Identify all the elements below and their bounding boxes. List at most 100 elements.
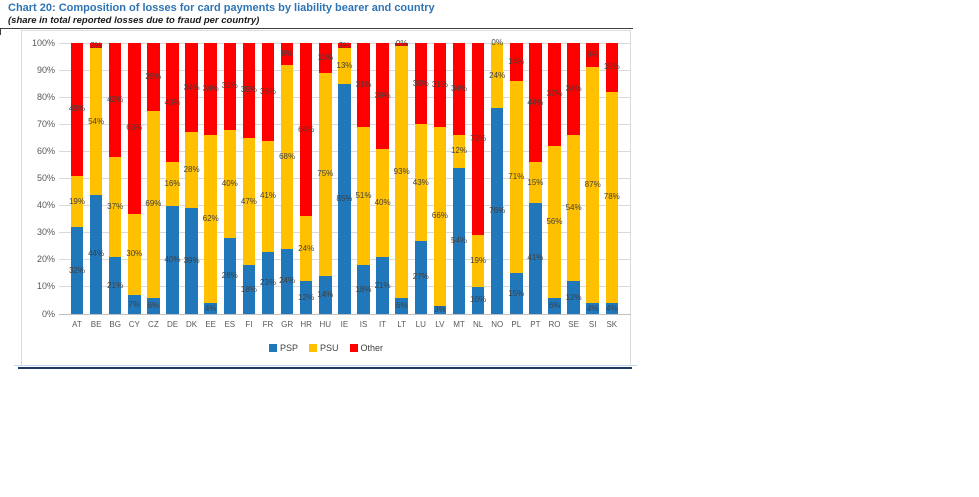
bar-segment-psu	[242, 137, 256, 266]
bar-segment-psp	[128, 295, 141, 314]
x-tick-label: FR	[262, 320, 274, 329]
bar-segment-psp	[319, 276, 332, 314]
bar-segment-other	[338, 43, 351, 49]
bar-segment-other	[319, 43, 332, 73]
y-tick-label: 10%	[36, 281, 55, 292]
bar-segment-psp	[166, 205, 179, 314]
bar-segment-other	[433, 43, 447, 128]
x-tick-label: DE	[166, 320, 179, 329]
bar-segment-other	[471, 43, 485, 236]
x-tick-label: SE	[568, 320, 579, 329]
bar-segment-psu	[414, 124, 428, 241]
chart-title: Chart 20: Composition of losses for card…	[8, 2, 435, 14]
bar-segment-psp	[490, 108, 504, 314]
x-tick-label: IS	[359, 320, 368, 329]
x-tick-label: NO	[491, 320, 504, 329]
bar-segment-psp	[376, 257, 389, 314]
x-tick-label: CY	[128, 320, 140, 329]
bar-segment-psp	[299, 281, 313, 314]
bar-segment-psu	[319, 72, 332, 277]
bar-segment-psp	[414, 240, 428, 314]
bar-segment-psu	[548, 146, 561, 298]
bar-segment-other	[548, 43, 561, 146]
psu-legend-swatch	[308, 344, 317, 352]
x-tick-label: DK	[186, 320, 198, 329]
bar-segment-psp	[70, 227, 84, 314]
bar-segment-psu	[357, 127, 370, 266]
y-tick-label: 60%	[36, 145, 55, 156]
bar-segment-psu	[490, 43, 504, 109]
x-tick-label: LT	[397, 320, 407, 329]
x-tick-label: HR	[300, 320, 312, 329]
bar-segment-psu	[261, 140, 275, 252]
bar-segment-psp	[280, 248, 294, 314]
y-tick-label: 20%	[36, 254, 55, 265]
bar-segment-other	[452, 43, 466, 136]
bar-segment-other	[280, 43, 294, 65]
y-tick-label: 0%	[41, 308, 55, 319]
bar-segment-psu	[185, 132, 198, 209]
bar-segment-psu	[128, 213, 141, 296]
bar-segment-psu	[452, 135, 466, 168]
x-tick-label: GR	[281, 320, 294, 329]
x-tick-label: ES	[224, 320, 236, 329]
bar-segment-psp	[223, 238, 237, 314]
bar-segment-psp	[242, 265, 256, 314]
bar-segment-psp	[185, 208, 198, 314]
y-tick-label: 80%	[36, 91, 55, 102]
x-tick-label: CZ	[148, 320, 159, 329]
x-tick-label: HU	[319, 320, 332, 329]
x-tick-label: AT	[72, 320, 82, 329]
bar-segment-psp	[567, 281, 580, 314]
legend-item-psp: PSP	[268, 343, 298, 353]
bar-segment-other	[395, 43, 408, 46]
x-tick-label: SK	[606, 320, 618, 329]
bar-segment-other	[261, 43, 275, 141]
bar-segment-psu	[204, 135, 217, 304]
psp-legend-swatch	[268, 344, 277, 352]
bar-segment-other	[510, 43, 523, 81]
x-tick-label: EE	[205, 320, 217, 329]
x-tick-label: LU	[415, 320, 426, 329]
y-tick-label: 30%	[36, 227, 55, 238]
x-tick-label: SI	[588, 320, 597, 329]
bottom-divider	[18, 367, 632, 369]
legend-label: PSU	[319, 343, 339, 353]
y-tick-label: 100%	[31, 37, 55, 48]
bar-segment-other	[376, 43, 389, 149]
legend-item-psu: PSU	[308, 343, 339, 353]
bar-segment-psp	[452, 167, 466, 314]
header-divider-line	[0, 28, 633, 29]
x-tick-label: PL	[511, 320, 522, 329]
x-tick-label: LV	[435, 320, 445, 329]
bar-segment-other	[605, 43, 619, 92]
bar-segment-psp	[510, 273, 523, 314]
bar-segment-psp	[204, 303, 217, 314]
bar-segment-psu	[567, 135, 580, 282]
bar-segment-other	[586, 43, 599, 68]
bar-segment-psp	[108, 257, 122, 314]
gridline	[59, 42, 631, 44]
bar-segment-other	[128, 43, 141, 214]
bar-segment-other	[223, 43, 237, 130]
bar-segment-other	[242, 43, 256, 138]
plot-area: 32% 19% 49% 44% 54% 2% 21% 37% 42% 7% 30% 63% 6% 69% 2…	[59, 38, 631, 315]
bar-segment-psu	[70, 175, 84, 228]
bar-segment-other	[414, 43, 428, 125]
legend-label: PSP	[279, 343, 298, 353]
chart-subtitle: (share in total reported losses due to f…	[8, 15, 260, 26]
bar-segment-psp	[338, 83, 351, 314]
bar-segment-psu	[529, 162, 542, 203]
y-tick-label: 70%	[36, 118, 55, 129]
bar-segment-psp	[89, 194, 103, 314]
x-tick-label: BG	[109, 320, 121, 329]
chart-area: 32% 19% 49% 44% 54% 2% 21% 37% 42% 7% 30% 63% 6% 69% 2…	[21, 30, 631, 366]
bar-segment-other	[299, 43, 313, 217]
bar-segment-psp	[605, 303, 619, 314]
bar-segment-psu	[338, 48, 351, 84]
bar-segment-psu	[223, 129, 237, 239]
bar-segment-psp	[261, 251, 275, 314]
bar-segment-other	[70, 43, 84, 176]
bar-segment-psu	[471, 235, 485, 287]
